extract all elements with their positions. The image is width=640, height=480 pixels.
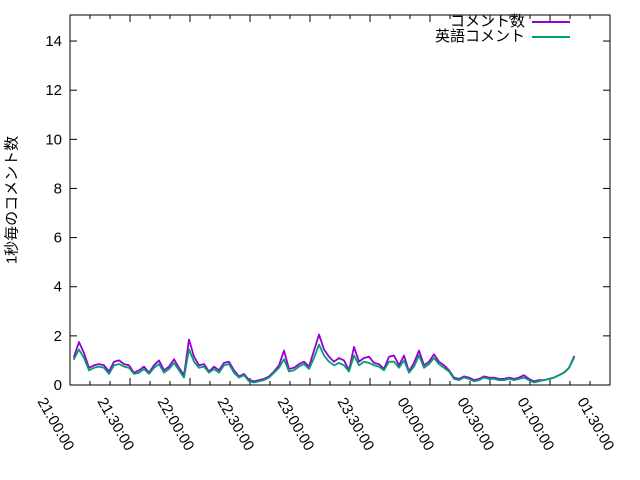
legend: コメント数 英語コメント <box>435 14 570 44</box>
y-tick-label: 0 <box>54 377 62 394</box>
legend-item-comments: コメント数 <box>435 14 570 29</box>
series-line-english-comments <box>73 343 575 384</box>
y-axis-label: 1秒毎のコメント数 <box>3 135 21 265</box>
x-tick-label: 22:00:00 <box>154 395 198 454</box>
legend-line-sample-english-comments <box>532 35 570 38</box>
y-tick-label: 4 <box>54 279 62 296</box>
x-tick-label: 21:30:00 <box>94 395 138 454</box>
series-line-comments <box>73 333 575 383</box>
legend-line-sample-comments <box>532 20 570 23</box>
x-tick-label: 01:00:00 <box>514 395 558 454</box>
x-tick-label: 01:30:00 <box>574 395 618 454</box>
y-tick-label: 6 <box>54 230 62 247</box>
x-tick-label: 22:30:00 <box>214 395 258 454</box>
x-tick-label: 00:00:00 <box>394 395 438 454</box>
y-tick-label: 8 <box>54 180 62 197</box>
legend-item-english-comments: 英語コメント <box>435 29 570 44</box>
y-tick-label: 14 <box>45 33 62 50</box>
y-tick-label: 10 <box>45 131 62 148</box>
x-tick-label: 00:30:00 <box>454 395 498 454</box>
x-tick-label: 23:30:00 <box>334 395 378 454</box>
plot-frame <box>69 14 611 386</box>
y-tick-label: 2 <box>54 328 62 345</box>
x-tick-label: 21:00:00 <box>34 395 78 454</box>
y-tick-label: 12 <box>45 82 62 99</box>
legend-label-comments: コメント数 <box>449 13 525 30</box>
x-tick-label: 23:00:00 <box>274 395 318 454</box>
legend-label-english-comments: 英語コメント <box>434 28 525 45</box>
